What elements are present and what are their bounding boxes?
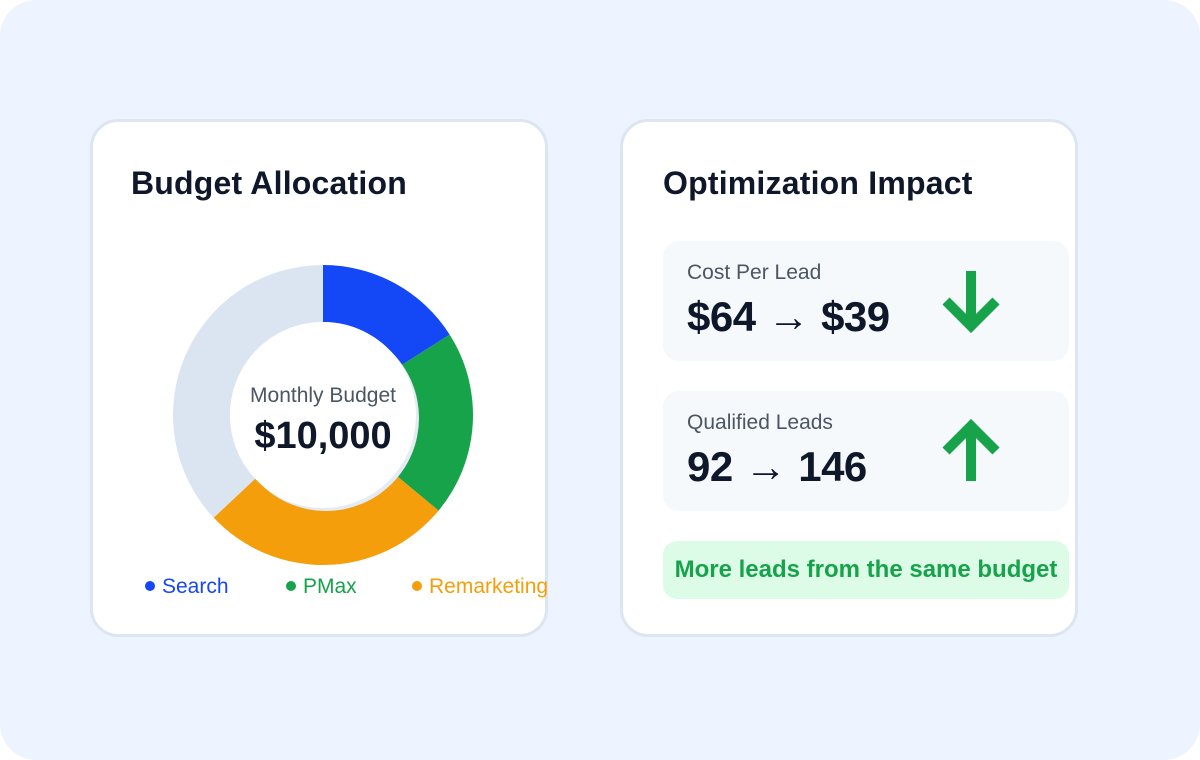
metric-value: $64 → $39 <box>687 293 890 341</box>
legend-dot-remarketing <box>412 581 422 591</box>
legend-label-remarketing: Remarketing <box>429 575 549 598</box>
legend-item-pmax: PMax <box>286 573 357 601</box>
metric-cost-per-lead: Cost Per Lead $64 → $39 <box>663 241 1069 361</box>
donut-center-label: Monthly Budget <box>250 384 396 407</box>
metric-before-value: $64 <box>687 293 756 340</box>
donut-center-value: $10,000 <box>254 415 392 457</box>
metric-qualified-leads: Qualified Leads 92 → 146 <box>663 391 1069 511</box>
budget-donut-chart <box>173 265 473 565</box>
arrow-up-icon <box>942 419 1000 481</box>
donut-slice-pmax <box>394 334 473 511</box>
metric-label: Qualified Leads <box>687 411 833 434</box>
legend-dot-pmax <box>286 581 296 591</box>
legend-label-pmax: PMax <box>303 575 357 598</box>
legend-item-remarketing: Remarketing <box>412 573 548 601</box>
donut-slice-search <box>323 265 450 366</box>
optimization-impact-card: Optimization Impact Cost Per Lead $64 → $3… <box>620 119 1078 637</box>
impact-card-title: Optimization Impact <box>663 165 973 201</box>
summary-note: More leads from the same budget <box>663 541 1069 599</box>
metric-after-value: 146 <box>798 443 867 490</box>
metric-after-value: $39 <box>821 293 890 340</box>
legend-dot-search <box>145 581 155 591</box>
arrow-down-icon <box>942 271 1000 333</box>
legend-item-search: Search <box>145 573 229 601</box>
metric-label: Cost Per Lead <box>687 261 822 284</box>
metric-before-value: 92 <box>687 443 733 490</box>
donut-hole <box>230 322 416 508</box>
budget-card-title: Budget Allocation <box>131 165 407 201</box>
legend-label-search: Search <box>162 575 229 598</box>
budget-allocation-card: Budget Allocation Monthly Budget $10,000… <box>90 119 548 637</box>
donut-slice-remarketing <box>213 474 439 565</box>
donut-slice-unallocated <box>173 265 323 518</box>
metric-change-arrow: → <box>744 443 787 490</box>
metric-value: 92 → 146 <box>687 443 867 491</box>
metric-change-arrow: → <box>767 293 810 340</box>
